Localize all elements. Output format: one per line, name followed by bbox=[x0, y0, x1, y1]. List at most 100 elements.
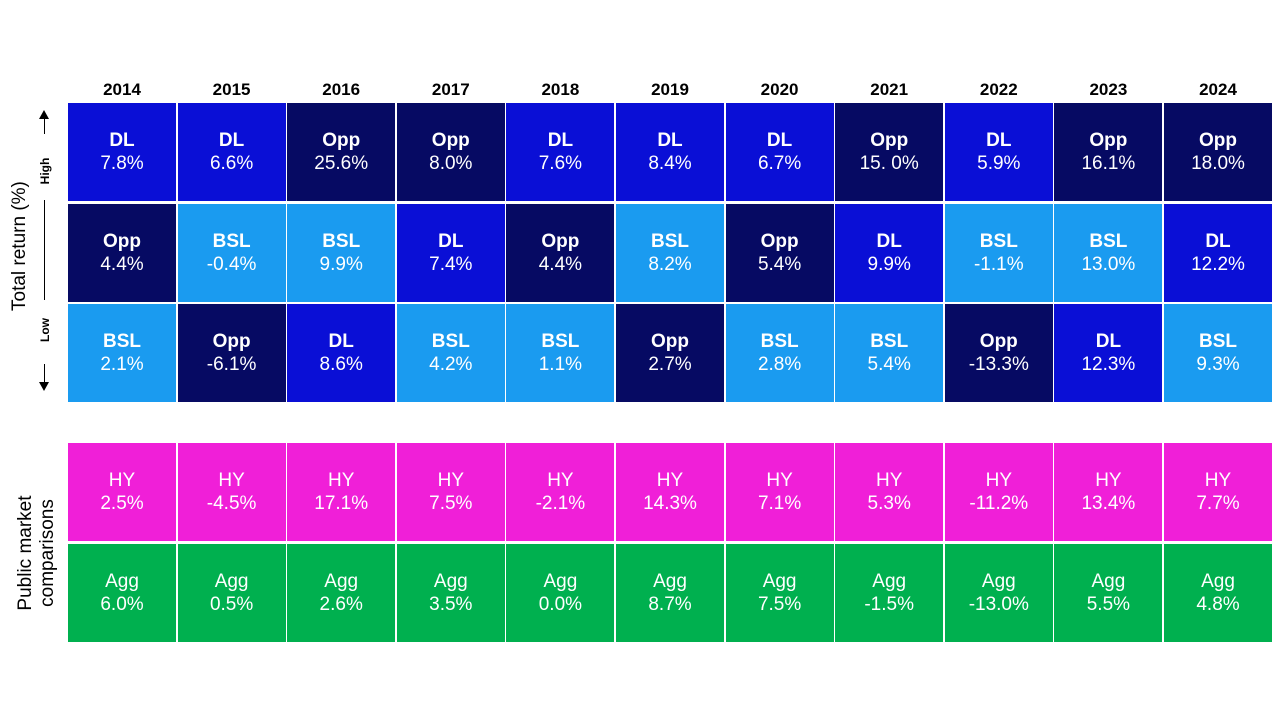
return-cell-opp: Opp 25.6% bbox=[287, 103, 396, 201]
year-label: 2020 bbox=[760, 80, 799, 99]
cell-return-value: 8.6% bbox=[319, 354, 363, 375]
cell-return-value: 7.7% bbox=[1196, 493, 1240, 514]
cell-asset-label: DL bbox=[438, 230, 464, 252]
return-cell-dl: DL 12.2% bbox=[1164, 203, 1272, 302]
arrow-up-icon bbox=[39, 110, 49, 119]
cell-return-value: -4.5% bbox=[206, 493, 257, 514]
year-label: 2024 bbox=[1199, 80, 1237, 99]
cell-return-value: 1.1% bbox=[538, 354, 583, 375]
cell-asset-label: Agg bbox=[762, 570, 797, 592]
cell-return-value: 13.0% bbox=[1081, 253, 1136, 275]
cell-return-value: 0.5% bbox=[209, 593, 254, 615]
cell-return-value: 8.4% bbox=[648, 153, 692, 174]
cell-asset-label: DL bbox=[876, 230, 902, 252]
cell-asset-label: Opp bbox=[322, 130, 361, 151]
return-cell-dl: DL 12.3% bbox=[1054, 304, 1163, 402]
year-label: 2018 bbox=[541, 80, 580, 99]
return-cell-opp: Opp 5.4% bbox=[725, 203, 834, 302]
cell-return-value: 6.7% bbox=[757, 153, 802, 174]
return-cell-agg: Agg 0.0% bbox=[506, 543, 615, 642]
cell-return-value: -1.1% bbox=[973, 253, 1024, 275]
cell-return-value: 18.0% bbox=[1191, 153, 1245, 174]
return-cell-hy: HY -2.1% bbox=[506, 443, 615, 541]
year-label: 2021 bbox=[870, 80, 909, 99]
cell-return-value: 7.1% bbox=[757, 493, 802, 514]
return-cell-hy: HY 17.1% bbox=[287, 443, 396, 541]
cell-asset-label: DL bbox=[1095, 331, 1122, 352]
year-label: 2015 bbox=[212, 80, 251, 99]
cell-asset-label: BSL bbox=[212, 230, 251, 252]
cell-return-value: 5.4% bbox=[757, 253, 802, 275]
return-cell-bsl: BSL 5.4% bbox=[835, 304, 944, 402]
cell-asset-label: HY bbox=[766, 470, 793, 491]
year-label: 2014 bbox=[103, 80, 141, 99]
cell-return-value: 7.6% bbox=[538, 153, 583, 174]
cell-return-value: 4.4% bbox=[100, 253, 144, 275]
cell-return-value: 7.5% bbox=[757, 593, 802, 615]
cell-asset-label: Agg bbox=[1091, 570, 1126, 592]
return-cell-dl: DL 8.4% bbox=[616, 103, 724, 201]
cell-asset-label: Agg bbox=[872, 570, 907, 592]
cell-asset-label: BSL bbox=[1089, 230, 1128, 252]
arrow-line-middle bbox=[44, 200, 45, 300]
cell-asset-label: HY bbox=[1204, 470, 1232, 491]
cell-asset-label: Agg bbox=[105, 570, 139, 592]
return-cell-opp: Opp -13.3% bbox=[944, 304, 1053, 402]
cell-asset-label: Opp bbox=[1199, 130, 1237, 151]
cell-asset-label: BSL bbox=[431, 331, 470, 352]
cell-asset-label: DL bbox=[657, 130, 683, 151]
cell-return-value: -11.2% bbox=[969, 493, 1029, 514]
return-cell-agg: Agg 2.6% bbox=[287, 543, 396, 642]
return-cell-agg: Agg 6.0% bbox=[68, 543, 176, 642]
cell-asset-label: Agg bbox=[1201, 570, 1235, 592]
cell-return-value: -13.0% bbox=[968, 593, 1029, 615]
cell-return-value: 2.8% bbox=[757, 354, 802, 375]
return-cell-opp: Opp -6.1% bbox=[177, 304, 286, 402]
y-axis-title: Total return (%) bbox=[9, 181, 30, 311]
cell-asset-label: BSL bbox=[651, 230, 689, 252]
cell-return-value: 2.5% bbox=[100, 493, 144, 514]
return-cell-bsl: BSL -0.4% bbox=[177, 203, 286, 302]
cell-asset-label: Agg bbox=[433, 570, 468, 592]
return-cell-dl: DL 9.9% bbox=[835, 203, 944, 302]
return-cell-hy: HY 13.4% bbox=[1054, 443, 1163, 541]
cell-return-value: 5.3% bbox=[867, 493, 911, 514]
return-cell-bsl: BSL 8.2% bbox=[616, 203, 724, 302]
return-cell-hy: HY -11.2% bbox=[944, 443, 1053, 541]
return-cell-agg: Agg 3.5% bbox=[396, 543, 505, 642]
ranked-returns-grid: DL 7.8% DL 6.6% Opp 25.6% Opp 8.0% DL 7.6% DL 8.4% D… bbox=[68, 103, 1273, 403]
cell-asset-label: BSL bbox=[103, 331, 141, 352]
cell-return-value: 12.3% bbox=[1081, 354, 1136, 375]
cell-asset-label: Opp bbox=[541, 230, 580, 252]
return-cell-opp: Opp 18.0% bbox=[1164, 103, 1272, 201]
cell-return-value: 5.4% bbox=[867, 354, 911, 375]
return-cell-hy: HY 14.3% bbox=[616, 443, 724, 541]
year-label: 2019 bbox=[651, 80, 689, 99]
cell-return-value: 9.3% bbox=[1196, 354, 1240, 375]
cell-return-value: 4.2% bbox=[429, 354, 473, 375]
return-cell-agg: Agg 8.7% bbox=[616, 543, 724, 642]
return-cell-agg: Agg -13.0% bbox=[944, 543, 1053, 642]
cell-return-value: 0.0% bbox=[538, 593, 583, 615]
return-cell-hy: HY 5.3% bbox=[835, 443, 944, 541]
cell-asset-label: Opp bbox=[979, 331, 1018, 352]
arrow-line-bottom bbox=[44, 364, 45, 382]
return-cell-opp: Opp 4.4% bbox=[506, 203, 615, 302]
cell-asset-label: BSL bbox=[870, 331, 909, 352]
return-cell-dl: DL 6.7% bbox=[725, 103, 834, 201]
year-label: 2016 bbox=[322, 80, 361, 99]
high-label: High bbox=[38, 157, 52, 185]
cell-asset-label: Opp bbox=[651, 331, 689, 352]
cell-asset-label: HY bbox=[985, 470, 1012, 491]
return-cell-opp: Opp 4.4% bbox=[68, 203, 176, 302]
return-cell-opp: Opp 16.1% bbox=[1054, 103, 1163, 201]
cell-return-value: 14.3% bbox=[643, 493, 697, 514]
return-cell-bsl: BSL 9.3% bbox=[1164, 304, 1272, 402]
cell-asset-label: Agg bbox=[981, 570, 1016, 592]
cell-return-value: 4.4% bbox=[538, 253, 583, 275]
cell-return-value: -1.5% bbox=[864, 593, 914, 615]
return-cell-dl: DL 7.6% bbox=[506, 103, 615, 201]
cell-return-value: 8.2% bbox=[648, 253, 692, 275]
cell-asset-label: Agg bbox=[653, 570, 687, 592]
return-cell-opp: Opp 15. 0% bbox=[835, 103, 944, 201]
